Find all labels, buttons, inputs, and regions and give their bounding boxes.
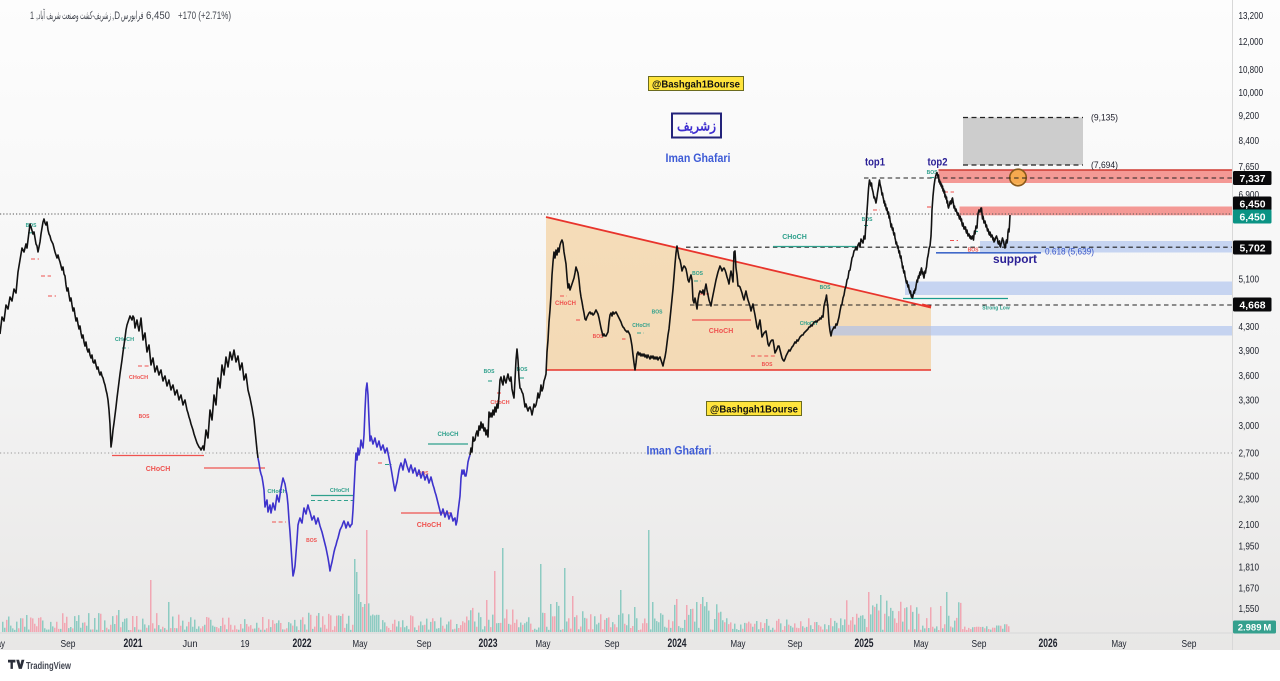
svg-text:+170 (+2.71%): +170 (+2.71%) [178, 10, 231, 22]
svg-text:3,600: 3,600 [1239, 370, 1260, 382]
svg-text:2,300: 2,300 [1239, 493, 1260, 505]
svg-text:CHoCH: CHoCH [330, 488, 349, 494]
svg-text:BOS: BOS [139, 414, 151, 420]
svg-text:CHoCH: CHoCH [800, 321, 818, 327]
svg-text:1,810: 1,810 [1239, 561, 1260, 573]
svg-text:7,337: 7,337 [1240, 173, 1266, 185]
svg-text:9,200: 9,200 [1239, 110, 1260, 122]
svg-text:8,400: 8,400 [1239, 135, 1260, 147]
svg-text:Sep: Sep [788, 638, 803, 650]
svg-text:19: 19 [241, 638, 250, 650]
svg-text:2022: 2022 [293, 638, 312, 650]
svg-text:BOS: BOS [692, 271, 704, 277]
svg-text:6,450: 6,450 [1240, 211, 1266, 223]
svg-text:BOS: BOS [593, 334, 605, 340]
svg-text:2025: 2025 [855, 638, 874, 650]
svg-text:3,300: 3,300 [1239, 394, 1260, 406]
svg-text:CHoCH: CHoCH [129, 375, 148, 381]
svg-text:Sep: Sep [1182, 638, 1197, 650]
svg-text:Sep: Sep [61, 638, 76, 650]
svg-text:2023: 2023 [479, 638, 498, 650]
svg-text:2024: 2024 [668, 638, 687, 650]
svg-text:زشریف: زشریف [677, 119, 716, 135]
svg-text:⁧فرابورس⁩: ⁧فرابورس⁩ [121, 10, 144, 22]
svg-text:1,670: 1,670 [1239, 582, 1260, 594]
svg-text:@Bashgah1Bourse: @Bashgah1Bourse [652, 80, 740, 91]
svg-text:Iman Ghafari: Iman Ghafari [666, 153, 731, 165]
svg-text:May: May [731, 638, 747, 650]
svg-text:CHoCH: CHoCH [490, 400, 509, 406]
svg-text:May: May [353, 638, 369, 650]
svg-text:1,950: 1,950 [1239, 540, 1260, 552]
svg-text:2,700: 2,700 [1239, 447, 1260, 459]
svg-text:CHoCH: CHoCH [709, 328, 734, 335]
svg-text:top2: top2 [928, 157, 948, 169]
svg-text:(7,694): (7,694) [1091, 160, 1118, 170]
svg-text:1,550: 1,550 [1239, 603, 1260, 615]
svg-text:Iman Ghafari: Iman Ghafari [647, 446, 712, 458]
svg-text:Sep: Sep [972, 638, 987, 650]
svg-text:May: May [0, 638, 6, 650]
svg-text:6,450: 6,450 [146, 10, 170, 22]
svg-text:13,200: 13,200 [1239, 10, 1264, 22]
svg-text:0.618 (5,639): 0.618 (5,639) [1045, 247, 1094, 257]
svg-text:Sep: Sep [417, 638, 432, 650]
svg-text:BOS: BOS [306, 538, 318, 544]
svg-text:Strong Low: Strong Low [982, 306, 1010, 312]
svg-text:Jun: Jun [183, 638, 198, 650]
svg-text:May: May [536, 638, 552, 650]
svg-text:1 ,: 1 , [30, 10, 38, 22]
svg-text:CHoCH: CHoCH [782, 234, 807, 241]
svg-text:BOS: BOS [968, 248, 980, 254]
svg-text:BOS: BOS [652, 310, 664, 316]
svg-text:2026: 2026 [1039, 638, 1058, 650]
svg-text:CHoCH: CHoCH [417, 522, 442, 529]
svg-text:CHoCH: CHoCH [555, 301, 576, 307]
svg-text:5,702: 5,702 [1240, 242, 1266, 254]
svg-text:,D: ,D [112, 10, 120, 22]
svg-text:@Bashgah1Bourse: @Bashgah1Bourse [710, 405, 798, 416]
svg-text:6,450: 6,450 [1240, 198, 1266, 210]
svg-text:CHoCH: CHoCH [438, 432, 459, 438]
svg-text:5,100: 5,100 [1239, 273, 1260, 285]
svg-text:support: support [993, 254, 1037, 266]
svg-text:2021: 2021 [124, 638, 143, 650]
svg-text:7,650: 7,650 [1239, 161, 1260, 173]
svg-text:⁧زشریف-کشت وصنعت شریف آباد⁩: ⁧زشریف-کشت وصنعت شریف آباد⁩ [38, 9, 111, 22]
svg-text:CHoCH: CHoCH [146, 466, 171, 473]
svg-text:BOS: BOS [484, 369, 496, 375]
svg-text:(9,135): (9,135) [1091, 113, 1118, 123]
svg-text:10,000: 10,000 [1239, 87, 1264, 99]
svg-text:10,800: 10,800 [1239, 64, 1264, 76]
svg-text:BOS: BOS [927, 170, 939, 176]
svg-text:CHoCH: CHoCH [267, 489, 286, 495]
svg-text:2.989 M: 2.989 M [1238, 622, 1272, 633]
svg-text:BOS: BOS [762, 362, 774, 368]
svg-text:BOS: BOS [820, 285, 832, 291]
svg-text:Sep: Sep [605, 638, 620, 650]
svg-text:TradingView: TradingView [26, 660, 72, 672]
svg-text:May: May [914, 638, 930, 650]
svg-text:2,100: 2,100 [1239, 519, 1260, 531]
svg-text:May: May [1112, 638, 1128, 650]
svg-text:CHoCH: CHoCH [632, 323, 650, 329]
svg-text:top1: top1 [865, 157, 885, 169]
svg-text:BOS: BOS [517, 367, 529, 373]
svg-text:3,900: 3,900 [1239, 345, 1260, 357]
svg-text:4,300: 4,300 [1239, 321, 1260, 333]
svg-text:4,668: 4,668 [1240, 299, 1266, 311]
svg-text:12,000: 12,000 [1239, 36, 1264, 48]
svg-text:2,500: 2,500 [1239, 470, 1260, 482]
svg-text:3,000: 3,000 [1239, 420, 1260, 432]
svg-text:BOS: BOS [862, 217, 874, 223]
